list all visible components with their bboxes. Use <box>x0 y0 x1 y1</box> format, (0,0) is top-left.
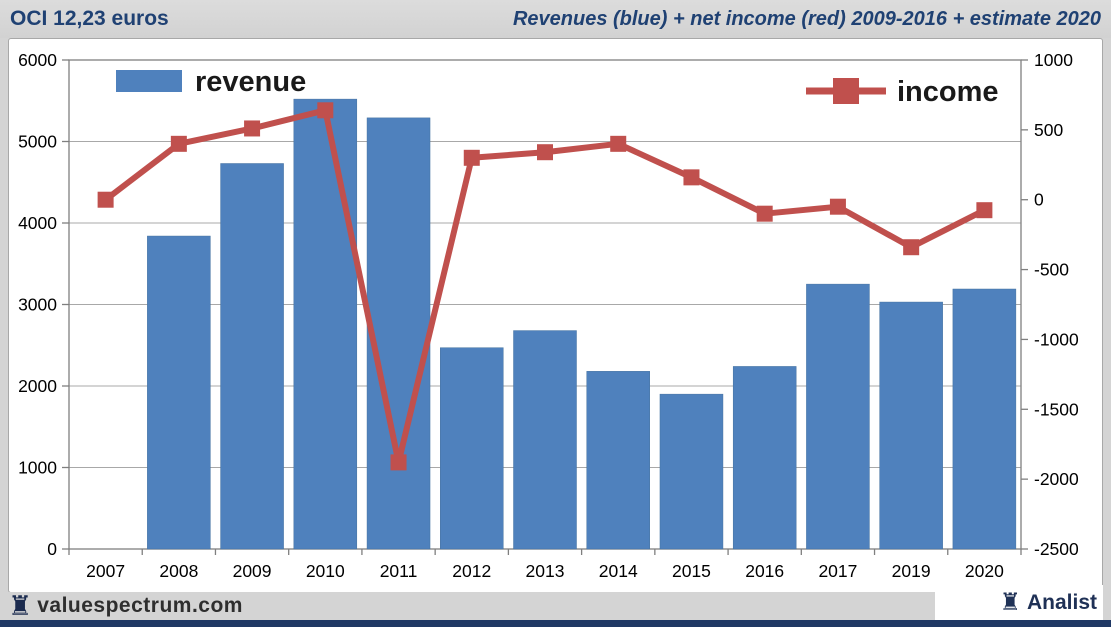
left-axis-label: 4000 <box>18 213 57 233</box>
x-axis-label-2013: 2013 <box>526 561 565 581</box>
bar-2017 <box>806 283 870 550</box>
footer-bar <box>0 592 1111 620</box>
chart-container: 0 1000 2000 3000 4000 5000 6000 1000 500 0 -500 -10… <box>8 38 1103 593</box>
income-marker-2011 <box>390 454 407 471</box>
x-axis-label-2010: 2010 <box>306 561 345 581</box>
bar-2019 <box>879 301 943 550</box>
bar-2020 <box>952 288 1017 550</box>
ticker-price-label: OCI 12,23 euros <box>10 7 169 30</box>
brand-valuespectrum[interactable]: ♜ valuespectrum.com <box>8 592 243 620</box>
income-marker-2008 <box>170 135 187 152</box>
bar-2015 <box>659 393 724 550</box>
x-axis-label-2014: 2014 <box>599 561 638 581</box>
right-axis-label: -500 <box>1034 260 1069 280</box>
chart-title: Revenues (blue) + net income (red) 2009-… <box>512 7 1101 30</box>
left-axis-label: 1000 <box>18 458 57 478</box>
income-marker-2012 <box>463 149 480 166</box>
legend-revenue-swatch <box>116 70 182 92</box>
revenue-bars <box>147 98 1017 550</box>
left-axis-label: 2000 <box>18 376 57 396</box>
x-axis-label-2008: 2008 <box>159 561 198 581</box>
legend-income-marker <box>833 78 859 104</box>
x-axis-label-2011: 2011 <box>380 561 418 581</box>
income-marker-2007 <box>97 191 114 208</box>
income-marker-2014 <box>610 135 627 152</box>
income-marker-2013 <box>537 144 553 161</box>
legend: revenue income <box>116 66 999 108</box>
left-axis-label: 5000 <box>18 132 57 152</box>
x-axis-label-2015: 2015 <box>672 561 711 581</box>
brand-valuespectrum-label: valuespectrum.com <box>37 594 243 617</box>
left-axis-label: 3000 <box>18 295 57 315</box>
bar-2013 <box>513 330 577 550</box>
bottom-accent-bar <box>0 620 1111 627</box>
income-marker-2019 <box>903 239 920 256</box>
brand-analist-label: Analist <box>1026 590 1097 614</box>
rook-icon: ♜ <box>8 591 33 621</box>
bar-2008 <box>147 235 211 550</box>
x-axis-label-2019: 2019 <box>892 561 931 581</box>
legend-revenue-label: revenue <box>195 66 306 98</box>
right-axis-label: -1000 <box>1034 329 1079 349</box>
x-axis-label-2007: 2007 <box>86 561 125 581</box>
left-axis-label: 6000 <box>18 50 57 70</box>
right-axis-label: -2500 <box>1034 539 1079 559</box>
rook-icon: ♜ <box>999 588 1021 616</box>
right-axis-label: 0 <box>1034 190 1044 210</box>
legend-income-label: income <box>897 76 999 108</box>
right-axis-label: 500 <box>1034 120 1063 140</box>
bar-2009 <box>220 163 284 550</box>
income-marker-2009 <box>244 120 261 137</box>
bar-2014 <box>586 371 650 550</box>
right-axis-label: -2000 <box>1034 469 1079 489</box>
income-marker-2010 <box>317 102 334 119</box>
income-marker-2015 <box>683 169 700 186</box>
x-axis-label-2012: 2012 <box>452 561 491 581</box>
x-axis-label-2020: 2020 <box>965 561 1004 581</box>
x-axis-label-2009: 2009 <box>233 561 272 581</box>
bar-2010 <box>293 98 358 550</box>
right-axis-label: 1000 <box>1034 50 1073 70</box>
brand-analist[interactable]: ♜ Analist <box>935 585 1103 620</box>
income-marker-2016 <box>756 205 773 222</box>
income-line <box>97 102 993 471</box>
x-axis-label-2017: 2017 <box>818 561 857 581</box>
bar-2011 <box>366 117 431 550</box>
bar-2012 <box>440 347 504 550</box>
income-marker-2017 <box>829 198 846 215</box>
header-bar: OCI 12,23 euros Revenues (blue) + net in… <box>0 0 1111 38</box>
left-axis-label: 0 <box>47 539 57 559</box>
right-axis-label: -1500 <box>1034 399 1079 419</box>
x-axis-label-2016: 2016 <box>745 561 784 581</box>
bar-2016 <box>732 366 797 550</box>
income-marker-2020 <box>976 202 993 219</box>
